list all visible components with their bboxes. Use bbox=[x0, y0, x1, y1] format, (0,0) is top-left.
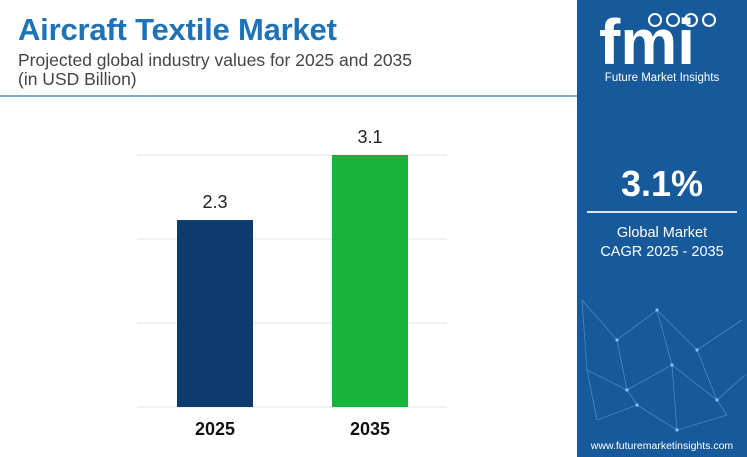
data-label-2035: 3.1 bbox=[357, 127, 382, 147]
chart-title: Aircraft Textile Market bbox=[18, 12, 337, 47]
x-tick-label-2025: 2025 bbox=[195, 419, 235, 439]
data-label-2025: 2.3 bbox=[202, 192, 227, 212]
x-tick-label-2035: 2035 bbox=[350, 419, 390, 439]
sidebar-panel: fmi Future Market Insights 3.1% Global M… bbox=[577, 0, 747, 457]
header-divider bbox=[0, 95, 577, 97]
chart-subtitle: Projected global industry values for 202… bbox=[18, 51, 488, 89]
logo-subtitle: Future Market Insights bbox=[604, 72, 720, 84]
website-url: www.futuremarketinsights.com bbox=[590, 440, 734, 452]
subtitle-line-1: Projected global industry values for 202… bbox=[18, 50, 413, 70]
cagr-label: Global Market CAGR 2025 - 2035 bbox=[577, 224, 747, 262]
cagr-label-line-2: CAGR 2025 - 2035 bbox=[600, 244, 724, 260]
cagr-label-line-1: Global Market bbox=[616, 225, 708, 241]
bar-2025 bbox=[177, 220, 253, 407]
bar-chart: 2.3 2025 3.1 2035 bbox=[137, 127, 447, 439]
logo-text: fmi bbox=[599, 6, 695, 70]
sidebar-divider bbox=[587, 211, 737, 213]
cagr-value: 3.1% bbox=[620, 163, 704, 204]
fmi-logo: fmi bbox=[599, 6, 716, 70]
subtitle-line-2: (in USD Billion) bbox=[18, 69, 137, 89]
bar-2035 bbox=[332, 155, 408, 407]
logo-icons bbox=[648, 13, 716, 27]
network-graphic bbox=[581, 299, 746, 432]
